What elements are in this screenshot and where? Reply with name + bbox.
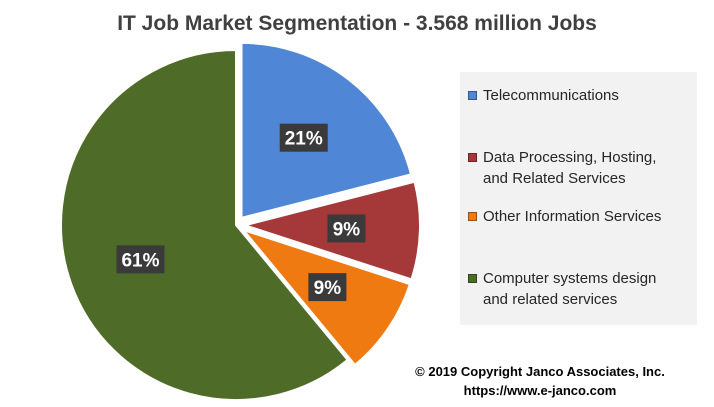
pie-slice-computer-systems-design-and-related-services xyxy=(60,48,349,401)
data-label-box-telecommunications xyxy=(279,123,328,152)
legend-item-other-information: Other Information Services xyxy=(468,206,693,227)
copyright-url: https://www.e-janco.com xyxy=(463,383,617,398)
legend-swatch-other-information xyxy=(468,212,477,221)
data-label-box-other-information-services xyxy=(308,273,347,302)
legend: Telecommunications Data Processing, Host… xyxy=(460,72,697,325)
legend-item-telecommunications: Telecommunications xyxy=(468,85,693,106)
legend-swatch-computer-systems xyxy=(468,274,477,283)
legend-label-other-information: Other Information Services xyxy=(483,208,662,225)
data-label-box-computer-systems-design-and-related-services xyxy=(116,245,165,274)
chart-title: IT Job Market Segmentation - 3.568 milli… xyxy=(117,12,597,35)
data-label-data-processing-hosting-and-related-services: 9% xyxy=(333,219,361,240)
legend-label-computer-systems-line1: Computer systems design xyxy=(483,270,657,287)
legend-item-data-processing: Data Processing, Hosting, and Related Se… xyxy=(468,147,693,189)
legend-label-telecommunications: Telecommunications xyxy=(483,87,619,104)
legend-label-data-processing-line1: Data Processing, Hosting, xyxy=(483,149,657,166)
data-label-computer-systems-design-and-related-services: 61% xyxy=(121,250,159,271)
legend-item-computer-systems: Computer systems design and related serv… xyxy=(468,268,693,310)
legend-label-computer-systems-line2: and related services xyxy=(483,291,618,308)
legend-swatch-data-processing xyxy=(468,153,477,162)
data-label-box-data-processing-hosting-and-related-services xyxy=(327,214,366,243)
data-label-other-information-services: 9% xyxy=(314,278,342,299)
data-label-telecommunications: 21% xyxy=(285,129,323,150)
copyright-footer: © 2019 Copyright Janco Associates, Inc. … xyxy=(395,362,685,400)
copyright-text: © 2019 Copyright Janco Associates, Inc. xyxy=(415,364,665,379)
legend-swatch-telecommunications xyxy=(468,91,477,100)
legend-label-data-processing-line2: and Related Services xyxy=(483,170,626,187)
